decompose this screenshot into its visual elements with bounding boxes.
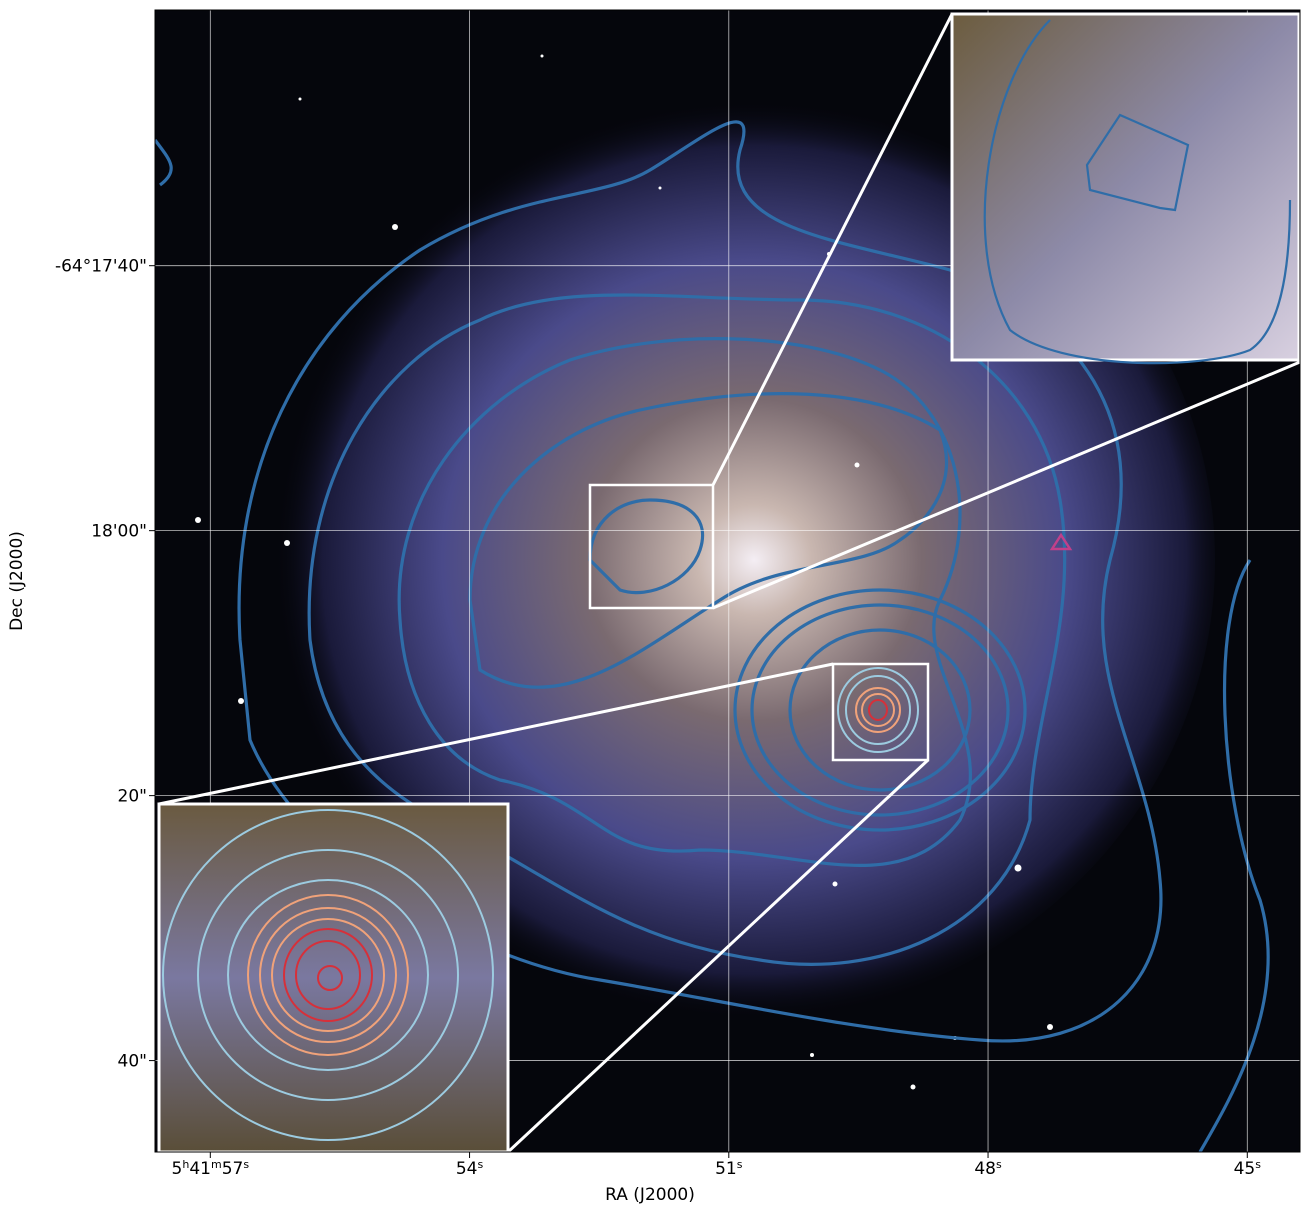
sky-image: [155, 10, 1300, 1152]
plot-frame: [154, 9, 1301, 1153]
y-tick-label: 40": [118, 1052, 147, 1072]
ticks: 5h41m57s 54s 51s 48s 45s -64°17'40" 18'00" 20" 4…: [55, 257, 1261, 1179]
x-tick-label: 54s: [456, 1158, 484, 1179]
inset-bottom: [157, 802, 510, 1152]
x-tick-label: 5h41m57s: [172, 1158, 250, 1179]
x-tick-label: 51s: [715, 1158, 743, 1179]
y-tick-label: 18'00": [91, 522, 147, 542]
x-tick-label: 45s: [1234, 1158, 1262, 1179]
y-axis-label: Dec (J2000): [7, 531, 27, 631]
y-tick-label: 20": [118, 787, 147, 807]
x-tick-label: 48s: [974, 1158, 1002, 1179]
x-axis-label: RA (J2000): [605, 1185, 695, 1205]
y-tick-label: -64°17'40": [55, 257, 147, 277]
inset-top: [950, 12, 1300, 365]
